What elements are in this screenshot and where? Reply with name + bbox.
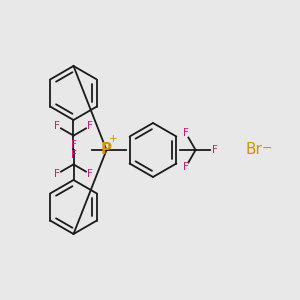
Text: F: F [87, 169, 93, 179]
Text: P: P [101, 142, 112, 158]
Text: +: + [109, 134, 117, 144]
Text: F: F [87, 121, 93, 131]
Text: F: F [183, 162, 189, 172]
Text: F: F [54, 121, 60, 131]
Text: F: F [70, 150, 76, 160]
Text: F: F [183, 128, 189, 138]
Text: −: − [262, 142, 272, 155]
Text: F: F [54, 169, 60, 179]
Text: F: F [70, 140, 76, 150]
Text: Br: Br [245, 142, 262, 158]
Text: F: F [212, 145, 218, 155]
